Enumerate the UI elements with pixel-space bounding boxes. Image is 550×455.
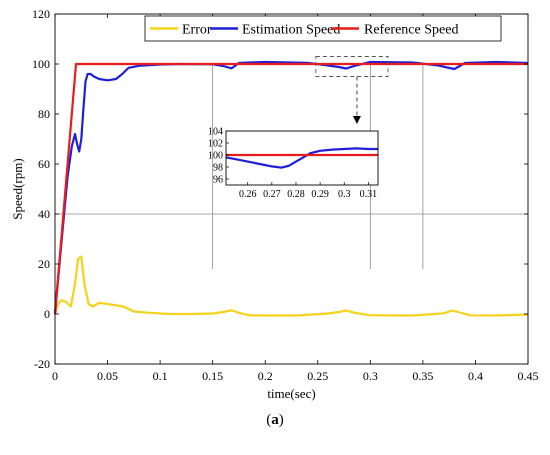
plot-area [55,14,528,364]
inset-x-tick-label: 0.26 [239,189,257,200]
inset-x-tick-label: 0.31 [360,189,378,200]
inset-series-estimation-speed [225,147,378,169]
legend-box [144,15,502,42]
y-tick-label: 60 [38,157,50,171]
y-tick-label: -20 [34,357,50,371]
x-tick-label: 0.4 [468,369,483,383]
y-tick-label: 100 [32,57,50,71]
x-tick-label: 0.15 [202,369,223,383]
y-tick-label: 0 [44,307,50,321]
caption-label: a [271,412,279,428]
x-tick-label: 0 [52,369,58,383]
x-tick-label: 0.2 [258,369,273,383]
inset-y-tick-label: 96 [213,175,223,186]
inset-x-tick-label: 0.28 [287,189,305,200]
x-tick-label: 0.3 [363,369,378,383]
y-tick-label: 80 [38,107,50,121]
caption-paren-close: ) [278,412,284,428]
y-axis-label: Speed(rpm) [10,158,25,219]
y-tick-label: 20 [38,257,50,271]
inset-x-tick-label: 0.29 [311,189,329,200]
figure-caption: (a) [0,412,550,429]
y-tick-label: 40 [38,207,50,221]
inset-frame [225,130,379,186]
x-tick-label: 0.25 [307,369,328,383]
inset-y-tick-label: 104 [208,127,223,138]
series-line-error [53,255,529,317]
inset-y-tick-label: 102 [208,139,223,150]
legend-label: Estimation Speed [242,23,340,38]
speed-chart: 0 0.05 0.1 0.15 0.2 0.25 0.3 0.35 0.4 0.45-200204… [10,7,539,401]
x-tick-label: 0.35 [412,369,433,383]
main-plot: 0 0.05 0.1 0.15 0.2 0.25 0.3 0.35 0.4 0.45-200204… [10,7,539,401]
series-line-reference-speed [53,62,528,315]
x-tick-label: 0.1 [153,369,168,383]
axes-frame [54,13,529,365]
legend-label: Error [182,23,212,38]
inset-y-tick-label: 100 [208,151,223,162]
zoom-arrow-head [352,116,361,124]
inset-x-tick-label: 0.3 [338,189,351,200]
x-tick-label: 0.05 [97,369,118,383]
legend: Error Estimation Speed Reference Speed [144,15,502,42]
inset-y-tick-label: 98 [213,163,223,174]
y-tick-label: 120 [32,7,50,21]
x-tick-label: 0.45 [518,369,539,383]
zoom-region-box [315,56,389,77]
x-axis-label: time(sec) [267,386,315,401]
legend-label: Reference Speed [364,23,458,38]
caption-paren-open: ( [266,412,272,428]
inset-x-tick-label: 0.27 [263,189,281,200]
